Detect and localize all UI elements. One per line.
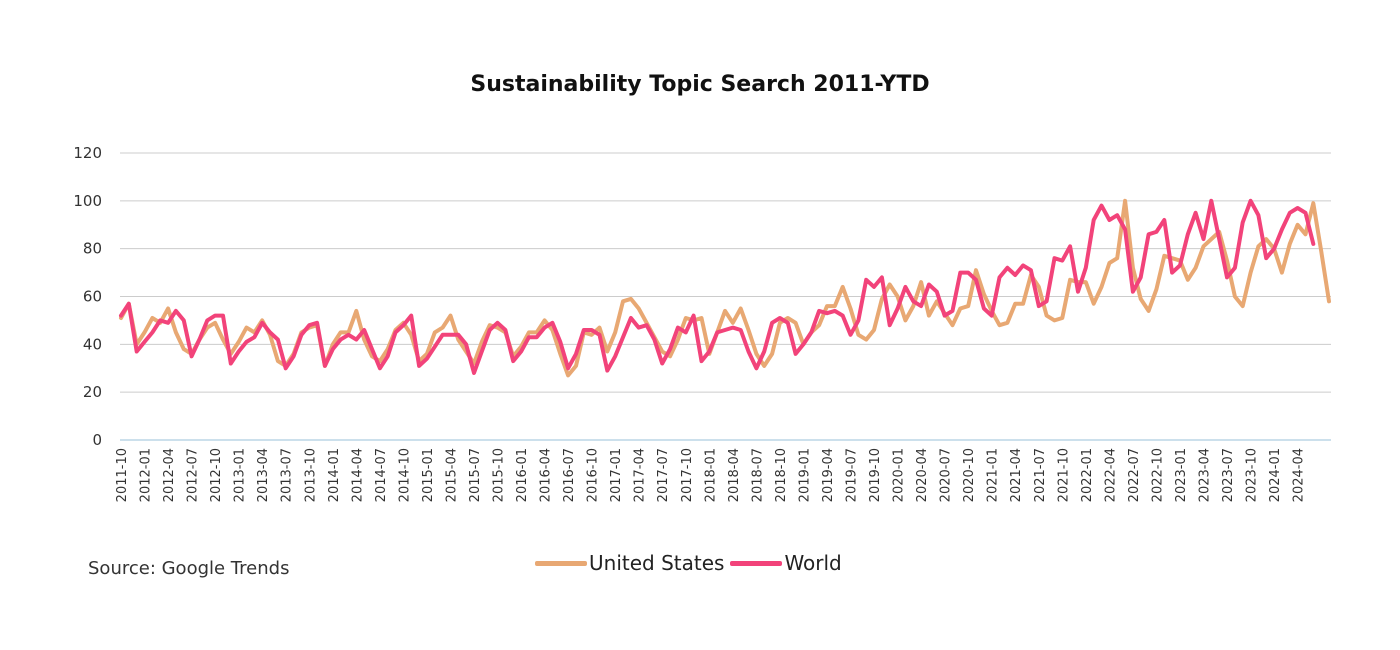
x-tick-label: 2016-01 [515, 448, 530, 502]
x-tick-label: 2021-10 [1056, 448, 1071, 502]
y-tick-label: 60 [83, 288, 102, 306]
legend-item-world: World [730, 551, 842, 575]
legend-swatch-world [730, 560, 783, 566]
y-tick-label: 120 [73, 144, 102, 162]
legend-item-united-states: United States [535, 551, 724, 575]
legend-swatch-united-states [535, 560, 587, 566]
x-tick-label: 2017-01 [609, 448, 624, 502]
x-tick-label: 2019-01 [797, 448, 812, 502]
chart-title: Sustainability Topic Search 2011-YTD [470, 72, 930, 97]
x-tick-label: 2016-10 [586, 448, 601, 502]
x-tick-label: 2016-07 [562, 448, 577, 502]
x-tick-label: 2015-07 [468, 448, 483, 502]
x-tick-label: 2023-04 [1197, 448, 1212, 502]
x-tick-label: 2023-01 [1174, 448, 1189, 502]
x-tick-label: 2019-04 [821, 448, 836, 502]
legend-label-united-states: United States [589, 551, 725, 575]
x-tick-label: 2022-04 [1103, 448, 1118, 502]
x-tick-label: 2014-04 [350, 448, 365, 502]
x-tick-label: 2020-01 [892, 448, 907, 502]
x-tick-label: 2015-10 [492, 448, 507, 502]
x-tick-label: 2012-01 [139, 448, 154, 502]
x-tick-label: 2012-07 [186, 448, 201, 502]
x-tick-label: 2022-10 [1150, 448, 1165, 502]
x-tick-label: 2021-07 [1033, 448, 1048, 502]
x-tick-label: 2023-07 [1221, 448, 1236, 502]
x-tick-label: 2015-01 [421, 448, 436, 502]
legend-label-world: World [784, 551, 842, 575]
x-tick-label: 2023-10 [1245, 448, 1260, 502]
x-tick-label: 2020-04 [915, 448, 930, 502]
x-tick-label: 2012-10 [209, 448, 224, 502]
x-tick-label: 2014-01 [327, 448, 342, 502]
x-tick-label: 2012-04 [162, 448, 177, 502]
x-tick-label: 2018-04 [727, 448, 742, 502]
series-line-world [119, 198, 1316, 375]
x-tick-label: 2024-04 [1292, 448, 1307, 502]
x-tick-label: 2020-07 [939, 448, 954, 502]
x-tick-label: 2019-10 [868, 448, 883, 502]
y-tick-label: 20 [83, 383, 102, 401]
x-tick-label: 2017-04 [633, 448, 648, 502]
x-tick-label: 2015-04 [444, 448, 459, 502]
y-tick-label: 40 [83, 335, 102, 353]
x-tick-label: 2020-10 [962, 448, 977, 502]
x-tick-label: 2017-07 [656, 448, 671, 502]
series-line-united-states [119, 198, 1331, 378]
x-tick-label: 2018-07 [750, 448, 765, 502]
x-tick-label: 2013-04 [256, 448, 271, 502]
x-tick-label: 2021-01 [986, 448, 1001, 502]
y-tick-label: 80 [83, 240, 102, 258]
x-tick-label: 2013-01 [233, 448, 248, 502]
x-tick-label: 2014-10 [397, 448, 412, 502]
x-tick-label: 2022-07 [1127, 448, 1142, 502]
x-tick-label: 2024-01 [1268, 448, 1283, 502]
source-note: Source: Google Trends [88, 558, 290, 579]
y-tick-label: 100 [73, 192, 102, 210]
x-tick-label: 2013-07 [280, 448, 295, 502]
x-tick-label: 2018-01 [703, 448, 718, 502]
chart-legend: United States World [535, 551, 848, 575]
x-tick-label: 2011-10 [115, 448, 130, 502]
x-tick-label: 2019-07 [845, 448, 860, 502]
x-tick-label: 2018-10 [774, 448, 789, 502]
x-tick-label: 2022-01 [1080, 448, 1095, 502]
x-tick-label: 2014-07 [374, 448, 389, 502]
x-tick-label: 2016-04 [539, 448, 554, 502]
x-tick-label: 2021-04 [1009, 448, 1024, 502]
x-tick-label: 2013-10 [303, 448, 318, 502]
y-tick-label: 0 [92, 431, 102, 449]
x-tick-label: 2017-10 [680, 448, 695, 502]
